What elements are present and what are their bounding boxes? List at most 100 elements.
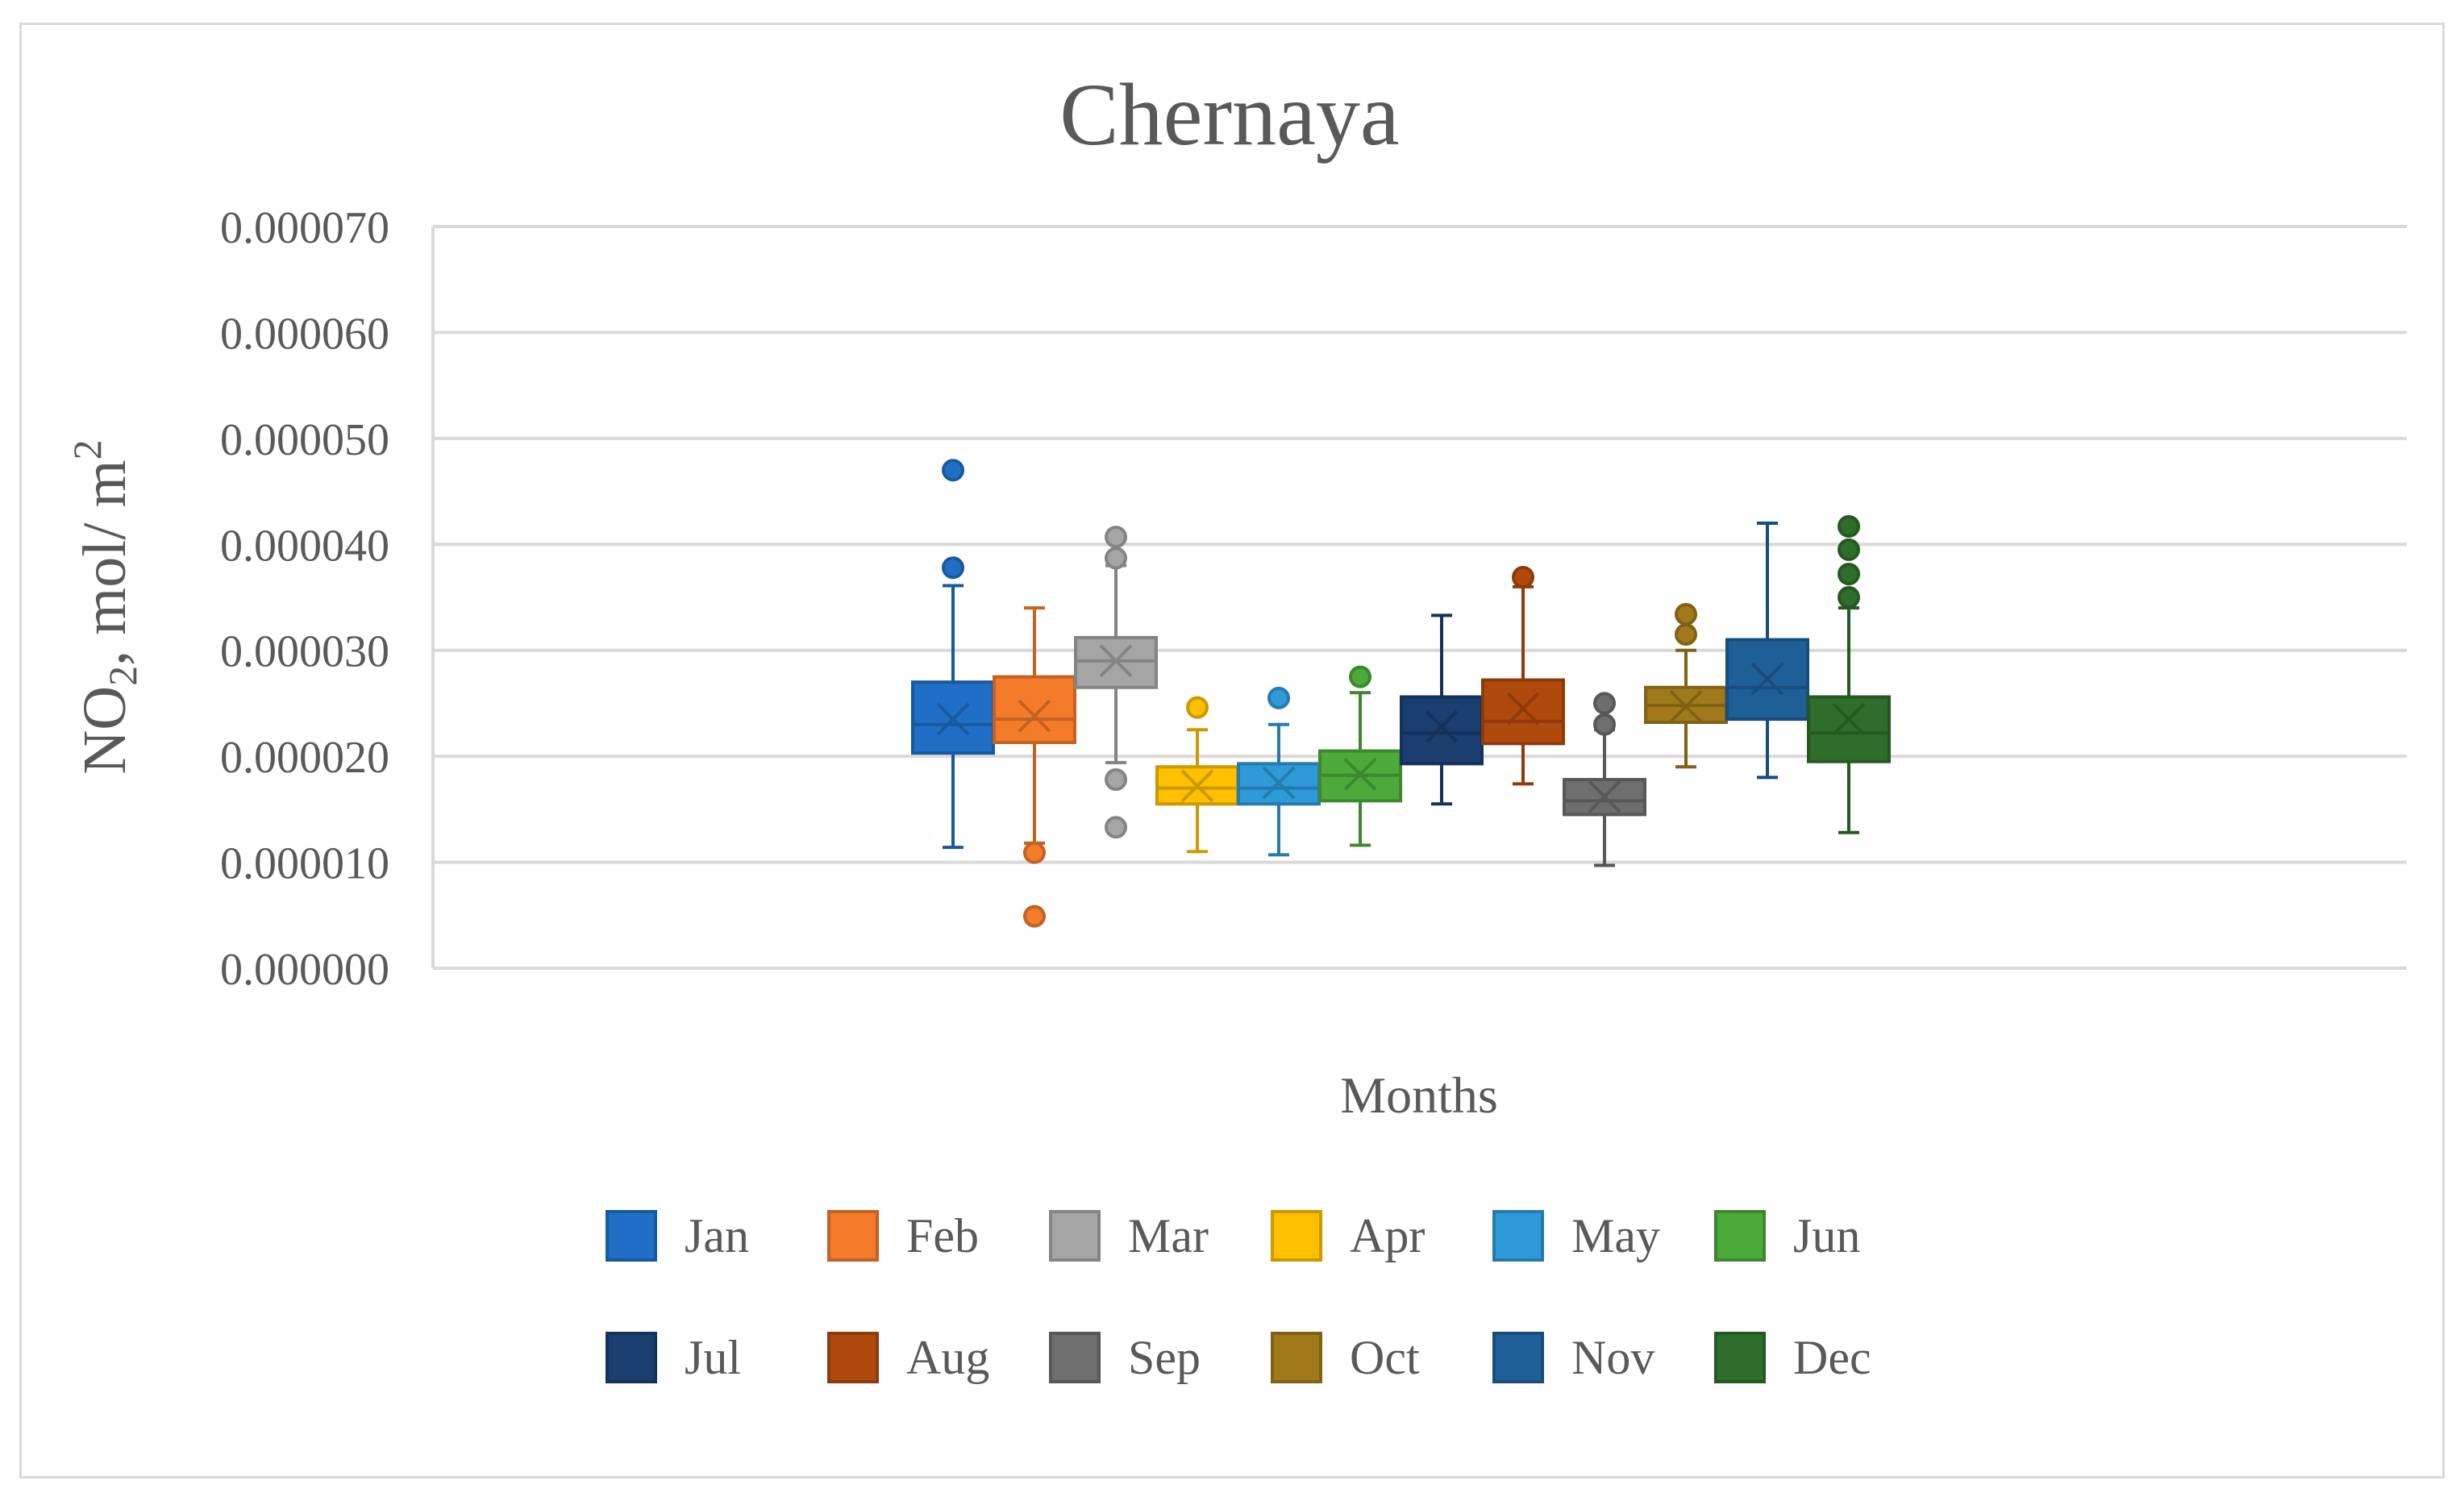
mean-marker	[1180, 769, 1214, 803]
outlier-point	[1267, 686, 1290, 709]
outlier-point	[1023, 904, 1046, 928]
box-jun	[1318, 665, 1402, 847]
box-apr	[1155, 696, 1239, 854]
legend: Jan Feb Mar Apr May Jun Jul Aug Sep Oct Nov Dec	[606, 1209, 1871, 1384]
mean-marker	[1018, 699, 1051, 733]
legend-item-nov: Nov	[1492, 1331, 1654, 1384]
mean-marker	[1425, 709, 1459, 743]
box-jul	[1400, 613, 1484, 806]
outlier-point	[1838, 538, 1860, 561]
outlier-point	[1105, 816, 1127, 839]
y-axis-label-sub: 2	[100, 666, 145, 686]
outlier-point	[1186, 696, 1209, 719]
legend-swatch	[1271, 1210, 1322, 1262]
mean-marker	[936, 702, 970, 736]
box-oct	[1644, 603, 1728, 769]
chart-frame: Chernaya NO2, mol/ m2 Months 0.000000 0.0…	[19, 23, 2445, 1478]
legend-swatch	[1049, 1332, 1101, 1383]
mean-marker	[1099, 644, 1133, 678]
legend-label: Dec	[1793, 1331, 1871, 1384]
x-axis-label: Months	[1340, 1067, 1498, 1124]
outlier-point	[1105, 768, 1127, 792]
box-iqr	[1400, 695, 1484, 766]
legend-label: Jan	[685, 1209, 749, 1262]
box-mar	[1074, 526, 1158, 839]
box-aug	[1481, 566, 1565, 786]
mean-marker	[1588, 780, 1621, 813]
y-axis-label-mid: , mol/ m	[71, 459, 139, 665]
y-axis-label-sup: 2	[65, 439, 110, 459]
legend-item-mar: Mar	[1049, 1209, 1209, 1262]
legend-label: Apr	[1350, 1209, 1425, 1262]
legend-swatch	[1492, 1332, 1544, 1383]
box-iqr	[1807, 695, 1891, 763]
mean-marker	[1832, 702, 1866, 736]
grid-layer	[431, 225, 2407, 970]
y-axis-label: NO2, mol/ m2	[65, 439, 145, 774]
legend-item-apr: Apr	[1271, 1209, 1425, 1262]
mean-marker	[1506, 692, 1540, 726]
box-iqr	[1155, 765, 1239, 806]
legend-label: Feb	[906, 1209, 979, 1262]
legend-item-feb: Feb	[827, 1209, 979, 1262]
legend-swatch	[1049, 1210, 1101, 1262]
legend-label: Jun	[1793, 1209, 1860, 1262]
legend-label: May	[1571, 1209, 1660, 1262]
legend-item-dec: Dec	[1714, 1331, 1871, 1384]
outlier-point	[942, 556, 964, 580]
mean-marker	[1262, 766, 1296, 800]
y-tick-label: 0.000000	[220, 945, 389, 995]
legend-label: Nov	[1571, 1331, 1654, 1384]
legend-item-oct: Oct	[1271, 1331, 1420, 1384]
y-tick-label: 0.000010	[220, 839, 389, 889]
legend-label: Aug	[906, 1331, 989, 1384]
legend-swatch	[1271, 1332, 1322, 1383]
box-sep	[1563, 692, 1646, 867]
outlier-point	[1105, 526, 1127, 549]
box-nov	[1725, 522, 1809, 780]
outlier-point	[1838, 563, 1860, 586]
mean-marker	[1343, 758, 1377, 791]
legend-swatch	[827, 1210, 879, 1262]
legend-swatch	[1714, 1210, 1766, 1262]
legend-label: Oct	[1350, 1331, 1420, 1384]
legend-item-may: May	[1492, 1209, 1660, 1262]
legend-swatch	[1714, 1332, 1766, 1383]
y-axis-label-prefix: NO	[71, 686, 139, 775]
y-tick-label: 0.000070	[220, 203, 389, 253]
y-tick-label: 0.000030	[220, 627, 389, 677]
outlier-point	[942, 459, 964, 482]
outlier-point	[1105, 547, 1127, 570]
legend-swatch	[606, 1332, 657, 1383]
mean-marker	[1669, 689, 1703, 723]
outlier-point	[1593, 692, 1616, 715]
legend-item-jan: Jan	[606, 1209, 749, 1262]
y-tick-labels: 0.000000 0.000010 0.000020 0.000030 0.000040…	[220, 203, 389, 995]
box-may	[1237, 686, 1321, 857]
mean-marker	[1750, 662, 1784, 696]
legend-swatch	[606, 1210, 657, 1262]
box-layer	[911, 459, 1891, 928]
box-feb	[993, 606, 1076, 928]
outlier-point	[1593, 713, 1616, 736]
legend-item-sep: Sep	[1049, 1331, 1201, 1384]
legend-swatch	[827, 1332, 879, 1383]
box-iqr	[993, 675, 1076, 745]
outlier-point	[1023, 841, 1046, 864]
outlier-point	[1675, 603, 1697, 626]
legend-item-aug: Aug	[827, 1331, 989, 1384]
outlier-point	[1349, 665, 1371, 688]
legend-item-jul: Jul	[606, 1331, 741, 1384]
legend-swatch	[1492, 1210, 1544, 1262]
y-tick-label: 0.000050	[220, 415, 389, 465]
chart-title: Chernaya	[1059, 65, 1399, 164]
chart-svg: Chernaya NO2, mol/ m2 Months 0.0000000.0…	[65, 65, 2407, 1384]
legend-item-jun: Jun	[1714, 1209, 1860, 1262]
outlier-point	[1838, 586, 1860, 609]
legend-label: Sep	[1128, 1331, 1201, 1384]
box-jan	[911, 459, 995, 850]
y-tick-label: 0.000040	[220, 521, 389, 571]
box-dec	[1807, 514, 1891, 834]
y-tick-label: 0.000020	[220, 733, 389, 783]
legend-label: Mar	[1128, 1209, 1209, 1262]
